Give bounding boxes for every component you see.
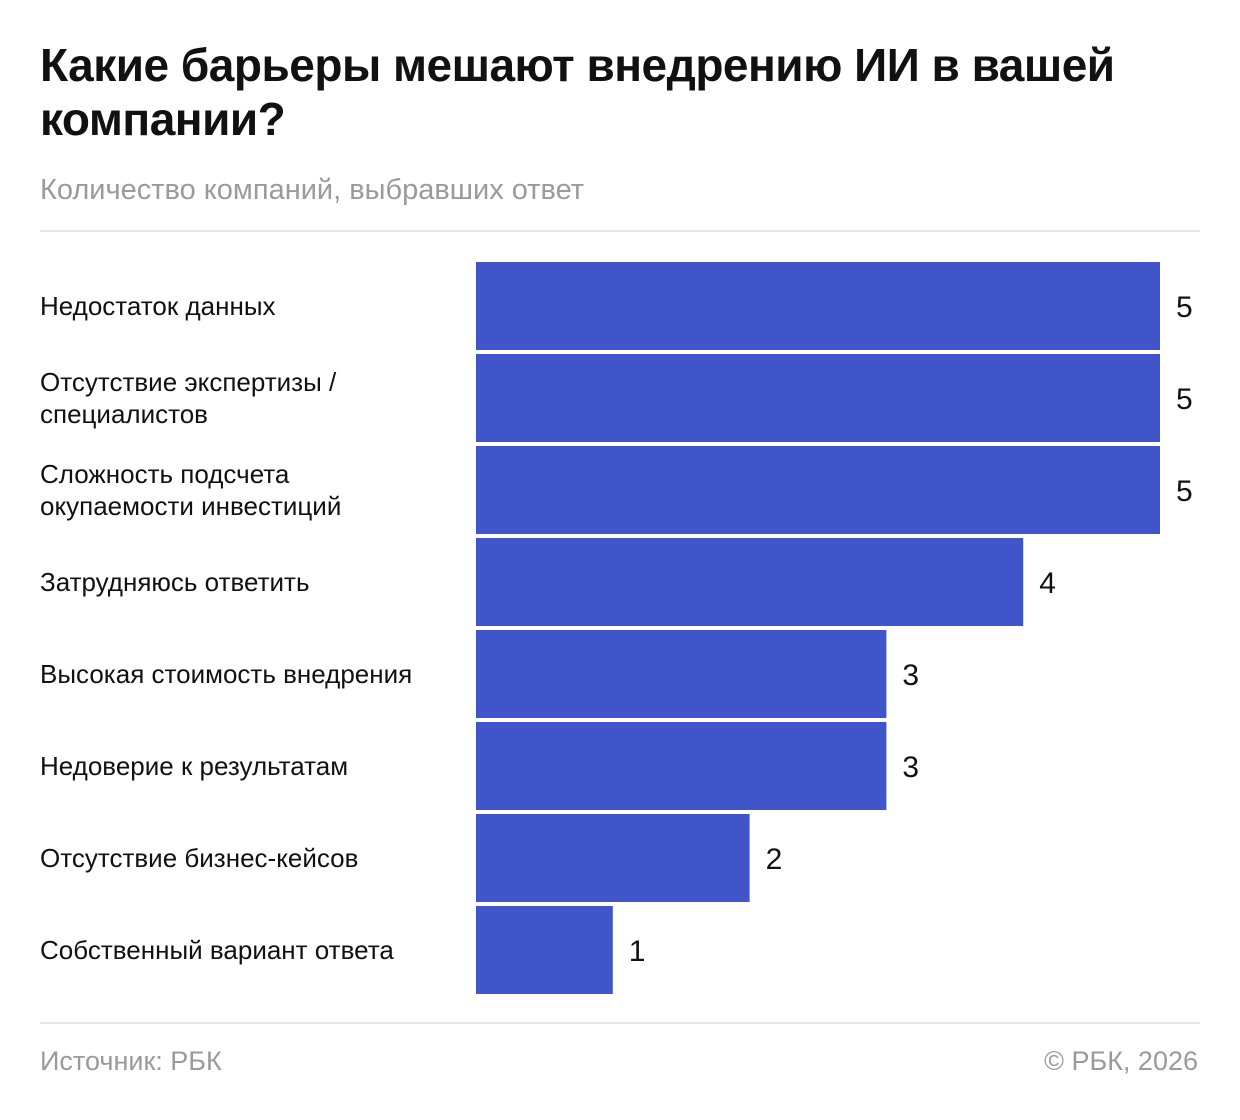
bar-2 xyxy=(476,354,1160,442)
category-label-4-line-1: Затрудняюсь ответить xyxy=(40,567,309,597)
bar-6 xyxy=(476,722,887,810)
category-label-6-line-1: Недоверие к результатам xyxy=(40,751,348,781)
category-label-8: Собственный вариант ответа xyxy=(40,935,394,965)
category-label-2-line-1: Отсутствие экспертизы / xyxy=(40,367,337,397)
bar-7 xyxy=(476,814,750,902)
bar-1 xyxy=(476,262,1160,350)
copyright-note: © РБК, 2026 xyxy=(1044,1046,1198,1076)
category-label-6: Недоверие к результатам xyxy=(40,751,348,781)
value-label-3: 5 xyxy=(1176,475,1193,508)
category-label-1-line-1: Недостаток данных xyxy=(40,291,276,321)
category-label-2: Отсутствие экспертизы / специалистов xyxy=(40,367,337,429)
top-divider xyxy=(40,230,1200,232)
category-label-7-line-1: Отсутствие бизнес-кейсов xyxy=(40,843,358,873)
chart-subtitle: Количество компаний, выбравших ответ xyxy=(40,174,585,206)
category-label-2-line-2: специалистов xyxy=(40,399,208,429)
category-label-7: Отсутствие бизнес-кейсов xyxy=(40,843,358,873)
category-label-3: Сложность подсчета окупаемости инвестиций xyxy=(40,459,341,521)
value-label-8: 1 xyxy=(629,935,646,968)
category-label-8-line-1: Собственный вариант ответа xyxy=(40,935,394,965)
value-label-5: 3 xyxy=(902,659,919,692)
bar-3 xyxy=(476,446,1160,534)
category-label-5-line-1: Высокая стоимость внедрения xyxy=(40,659,412,689)
category-label-5: Высокая стоимость внедрения xyxy=(40,659,412,689)
bar-5 xyxy=(476,630,887,718)
chart-title: Какие барьеры мешают внедрению ИИ в ваше… xyxy=(40,39,1115,145)
value-label-1: 5 xyxy=(1176,291,1193,324)
value-label-6: 3 xyxy=(902,751,919,784)
source-note: Источник: РБК xyxy=(40,1046,222,1076)
category-label-1: Недостаток данных xyxy=(40,291,276,321)
value-label-7: 2 xyxy=(766,843,783,876)
value-label-2: 5 xyxy=(1176,383,1193,416)
value-label-4: 4 xyxy=(1039,567,1056,600)
bar-4 xyxy=(476,538,1024,626)
bottom-divider xyxy=(40,1022,1200,1024)
category-label-4: Затрудняюсь ответить xyxy=(40,567,309,597)
category-label-3-line-1: Сложность подсчета xyxy=(40,459,290,489)
bar-8 xyxy=(476,906,613,994)
category-label-3-line-2: окупаемости инвестиций xyxy=(40,491,341,521)
